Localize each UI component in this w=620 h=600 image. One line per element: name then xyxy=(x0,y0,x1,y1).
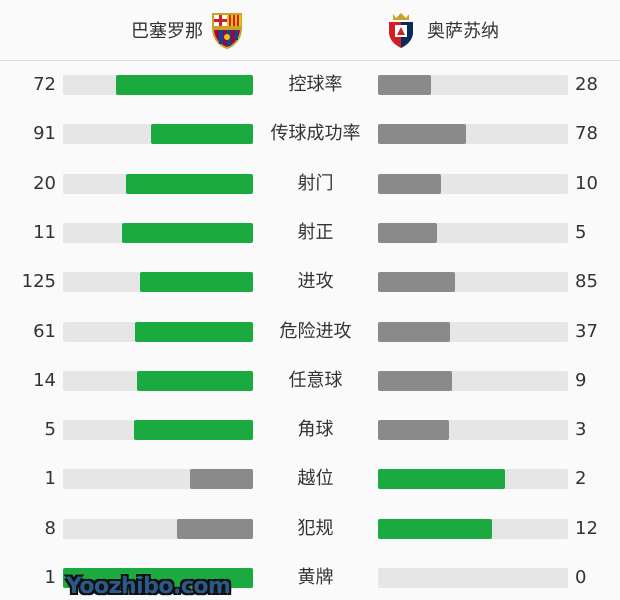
away-value: 5 xyxy=(575,221,587,243)
away-value: 78 xyxy=(575,123,598,145)
away-value: 12 xyxy=(575,517,598,539)
stat-label: 犯规 xyxy=(297,517,334,539)
home-bar-track xyxy=(63,321,253,342)
away-value: 0 xyxy=(575,567,587,588)
away-team-name: 奥萨苏纳 xyxy=(427,21,499,42)
away-value: 3 xyxy=(575,419,587,441)
home-bar-fill xyxy=(63,568,253,588)
home-value: 14 xyxy=(33,369,56,391)
stat-label: 角球 xyxy=(297,419,334,441)
stat-label: 控球率 xyxy=(288,74,343,95)
home-team-name: 巴塞罗那 xyxy=(131,21,203,42)
home-bar-fill xyxy=(134,420,253,441)
stat-row: 5 角球 3 xyxy=(0,419,620,441)
home-bar-track xyxy=(63,222,253,243)
away-bar-fill xyxy=(378,75,432,95)
home-value: 20 xyxy=(33,172,56,194)
home-bar-track xyxy=(63,75,253,95)
away-bar-fill xyxy=(378,124,466,145)
away-bar-fill xyxy=(378,222,438,243)
away-bar-track xyxy=(378,568,568,588)
away-bar-fill xyxy=(378,173,442,194)
away-bar-fill xyxy=(378,518,492,539)
home-value: 125 xyxy=(21,271,56,293)
away-bar-track xyxy=(378,272,568,293)
home-bar-track xyxy=(63,568,253,588)
stat-label: 危险进攻 xyxy=(279,320,352,342)
home-value: 1 xyxy=(44,567,56,588)
home-value: 11 xyxy=(33,221,56,243)
home-bar-track xyxy=(63,469,253,490)
away-bar-fill xyxy=(378,469,505,490)
stat-row: 61 危险进攻 37 xyxy=(0,321,620,343)
away-bar-track xyxy=(378,370,568,391)
home-value: 72 xyxy=(33,74,56,95)
away-value: 28 xyxy=(575,74,598,95)
away-value: 9 xyxy=(575,369,587,391)
stat-label: 传球成功率 xyxy=(270,123,361,145)
stat-label: 任意球 xyxy=(288,369,343,391)
away-bar-track xyxy=(378,321,568,342)
away-bar-track xyxy=(378,222,568,243)
stat-row: 91 传球成功率 78 xyxy=(0,123,620,145)
away-bar-track xyxy=(378,75,568,95)
match-header: 巴塞罗那 奥萨苏纳 xyxy=(0,0,620,61)
home-bar-fill xyxy=(126,173,253,194)
stat-row: 1 越位 2 xyxy=(0,468,620,490)
stat-row: 1 黄牌 0 xyxy=(0,567,620,589)
home-value: 5 xyxy=(44,419,56,441)
home-bar-track xyxy=(63,518,253,539)
home-bar-fill xyxy=(134,321,253,342)
away-team[interactable]: 奥萨苏纳 xyxy=(381,10,499,50)
stat-row: 11 射正 5 xyxy=(0,222,620,244)
stat-label: 进攻 xyxy=(297,271,334,293)
home-bar-track xyxy=(63,173,253,194)
away-value: 10 xyxy=(575,172,598,194)
away-value: 85 xyxy=(575,271,598,293)
home-value: 91 xyxy=(33,123,56,145)
away-bar-fill xyxy=(378,370,453,391)
home-value: 61 xyxy=(33,320,56,342)
away-bar-track xyxy=(378,469,568,490)
away-bar-track xyxy=(378,173,568,194)
home-bar-fill xyxy=(150,124,253,145)
away-bar-fill xyxy=(378,321,450,342)
away-bar-track xyxy=(378,518,568,539)
away-bar-fill xyxy=(378,420,450,441)
barcelona-crest-icon xyxy=(212,13,242,50)
home-bar-fill xyxy=(116,75,253,95)
home-bar-track xyxy=(63,420,253,441)
home-bar-fill xyxy=(137,370,253,391)
away-bar-fill xyxy=(378,272,455,293)
stat-label: 射门 xyxy=(297,172,334,194)
away-value: 37 xyxy=(575,320,598,342)
away-value: 2 xyxy=(575,468,587,490)
stat-label: 射正 xyxy=(297,221,334,243)
home-team[interactable]: 巴塞罗那 xyxy=(131,10,247,50)
stat-label: 黄牌 xyxy=(297,567,334,588)
watermark: Yoozhibo.com xyxy=(66,574,231,599)
stat-label: 越位 xyxy=(297,468,334,490)
stat-row: 14 任意球 9 xyxy=(0,370,620,392)
home-bar-fill xyxy=(177,518,253,539)
stat-row: 8 犯规 12 xyxy=(0,518,620,540)
home-value: 8 xyxy=(44,517,56,539)
away-bar-track xyxy=(378,420,568,441)
home-bar-track xyxy=(63,370,253,391)
home-value: 1 xyxy=(44,468,56,490)
stat-row: 20 射门 10 xyxy=(0,173,620,195)
home-bar-fill xyxy=(122,222,253,243)
stat-row: 125 进攻 85 xyxy=(0,271,620,293)
home-bar-fill xyxy=(139,272,253,293)
osasuna-crest-icon xyxy=(389,13,413,48)
away-bar-track xyxy=(378,124,568,145)
home-bar-fill xyxy=(189,469,253,490)
stat-row: 72 控球率 28 xyxy=(0,74,620,96)
home-bar-track xyxy=(63,272,253,293)
home-bar-track xyxy=(63,124,253,145)
